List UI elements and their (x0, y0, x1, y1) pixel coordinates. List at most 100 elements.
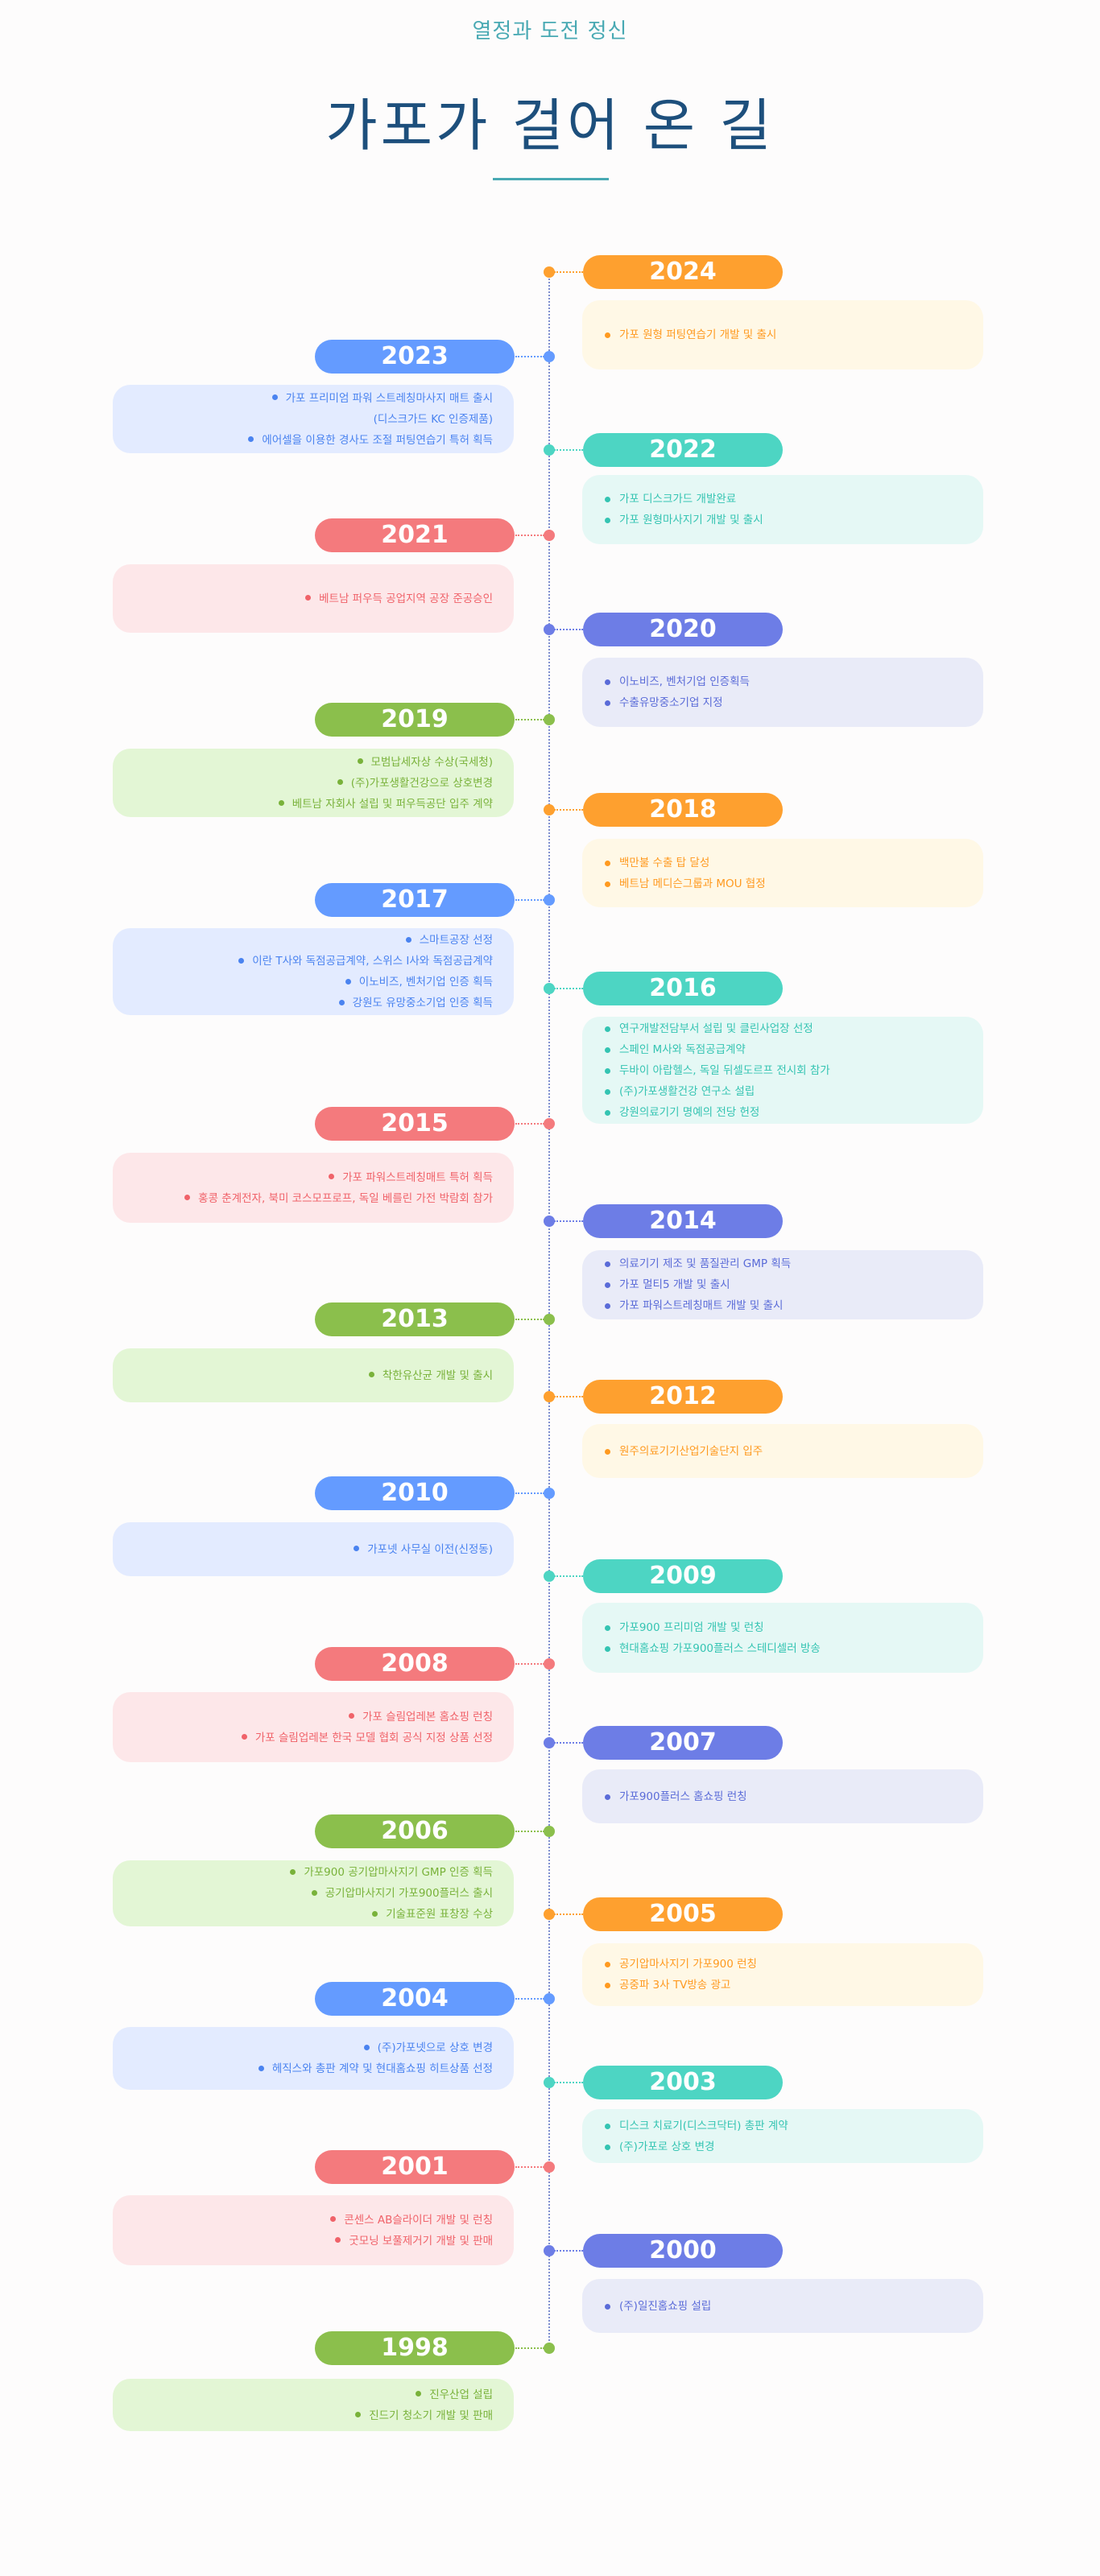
timeline-dot-2004 (544, 1993, 555, 2004)
milestone-item: 가포 원형마사지기 개발 및 출시 (603, 510, 962, 530)
milestone-list: 베트남 퍼우득 공업지역 공장 준공승인 (134, 588, 493, 609)
milestone-card-2022: 가포 디스크가드 개발완료 가포 원형마사지기 개발 및 출시 (582, 475, 983, 544)
timeline-dot-2021 (544, 530, 555, 541)
timeline-connector-2020 (554, 629, 583, 630)
timeline-connector-2010 (515, 1492, 544, 1494)
milestone-list: 가포 프리미엄 파워 스트레칭마사지 매트 출시 (디스크가드 KC 인증제품) 에… (134, 388, 493, 451)
milestone-list: 모범납세자상 수상(국세청) (주)가포생활건강으로 상호변경 베트남 자회사 설립… (134, 752, 493, 815)
milestone-list: 가포900 공기압마사지기 GMP 인증 획득 공기압마사지기 가포900플러스 … (134, 1862, 493, 1925)
timeline-connector-2013 (515, 1319, 544, 1320)
milestone-card-2004: (주)가포넷으로 상호 변경 헤직스와 총판 계약 및 현대홈쇼핑 히트상품 선정 (113, 2027, 514, 2090)
milestone-item: 에어셀을 이용한 경사도 조절 퍼팅연습기 특허 획득 (134, 430, 493, 451)
timeline-connector-2004 (515, 1998, 544, 2000)
milestone-item: 연구개발전담부서 설립 및 클린사업장 선정 (603, 1018, 962, 1039)
milestone-item: 두바이 아랍헬스, 독일 뒤셀도르프 전시회 참가 (603, 1060, 962, 1081)
year-badge-2014: 2014 (583, 1204, 783, 1238)
milestone-item: 진드기 청소기 개발 및 판매 (134, 2405, 493, 2426)
timeline-connector-2001 (515, 2166, 544, 2168)
timeline-connector-2019 (515, 719, 544, 720)
milestone-item: (주)일진홈쇼핑 설립 (603, 2296, 962, 2317)
timeline-connector-2014 (554, 1220, 583, 1222)
timeline-dot-2008 (544, 1658, 555, 1670)
milestone-item: 의료기기 제조 및 품질관리 GMP 획득 (603, 1253, 962, 1274)
year-badge-2008: 2008 (315, 1647, 515, 1681)
milestone-list: 연구개발전담부서 설립 및 클린사업장 선정 스페인 M사와 독점공급계약 두바이 … (603, 1018, 962, 1123)
timeline-connector-1998 (515, 2347, 544, 2349)
timeline-connector-2006 (515, 1831, 544, 1832)
milestone-item: 가포 파워스트레칭매트 특허 획득 (134, 1167, 493, 1188)
milestone-item: 가포900 프리미엄 개발 및 런칭 (603, 1617, 962, 1638)
milestone-item: 가포 디스크가드 개발완료 (603, 489, 962, 510)
milestone-list: (주)일진홈쇼핑 설립 (603, 2296, 962, 2317)
year-badge-2012: 2012 (583, 1380, 783, 1414)
timeline-connector-2012 (554, 1396, 583, 1397)
milestone-item: 가포 원형 퍼팅연습기 개발 및 출시 (603, 324, 962, 345)
year-badge-2005: 2005 (583, 1897, 783, 1931)
milestone-card-2009: 가포900 프리미엄 개발 및 런칭 현대홈쇼핑 가포900플러스 스테디셀러 방… (582, 1603, 983, 1673)
year-badge-2017: 2017 (315, 883, 515, 917)
year-badge-2024: 2024 (583, 255, 783, 289)
milestone-item: 콘센스 AB슬라이더 개발 및 런칭 (134, 2210, 493, 2231)
milestone-item: 베트남 퍼우득 공업지역 공장 준공승인 (134, 588, 493, 609)
milestone-card-2006: 가포900 공기압마사지기 GMP 인증 획득 공기압마사지기 가포900플러스 … (113, 1860, 514, 1926)
title-underline (493, 178, 609, 180)
milestone-list: 착한유산균 개발 및 출시 (134, 1365, 493, 1386)
milestone-item: 이란 T사와 독점공급계약, 스위스 I사와 독점공급계약 (134, 951, 493, 972)
timeline-axis (548, 272, 550, 2354)
milestone-list: 가포900 프리미엄 개발 및 런칭 현대홈쇼핑 가포900플러스 스테디셀러 방… (603, 1617, 962, 1659)
timeline-dot-2012 (544, 1391, 555, 1402)
timeline-dot-2015 (544, 1118, 555, 1129)
milestone-list: 가포 슬림업레본 홈쇼핑 런칭 가포 슬림업레본 한국 모델 협회 공식 지정 상… (134, 1707, 493, 1748)
milestone-item: 착한유산균 개발 및 출시 (134, 1365, 493, 1386)
milestone-item: 수출유망중소기업 지정 (603, 692, 962, 713)
milestone-item: 가포 멀티5 개발 및 출시 (603, 1274, 962, 1295)
timeline-connector-2023 (515, 356, 544, 357)
milestone-card-1998: 진우산업 설립 진드기 청소기 개발 및 판매 (113, 2379, 514, 2431)
timeline-dot-2001 (544, 2161, 555, 2173)
milestone-item: 베트남 메디슨그룹과 MOU 협정 (603, 873, 962, 894)
year-badge-2009: 2009 (583, 1559, 783, 1593)
timeline-connector-2009 (554, 1575, 583, 1577)
milestone-item: 스페인 M사와 독점공급계약 (603, 1039, 962, 1060)
milestone-list: 디스크 치료기(디스크닥터) 총판 계약 (주)가포로 상호 변경 (603, 2116, 962, 2157)
milestone-list: 백만불 수출 탑 달성 베트남 메디슨그룹과 MOU 협정 (603, 852, 962, 894)
year-badge-2006: 2006 (315, 1814, 515, 1848)
milestone-card-2003: 디스크 치료기(디스크닥터) 총판 계약 (주)가포로 상호 변경 (582, 2109, 983, 2163)
milestone-card-2015: 가포 파워스트레칭매트 특허 획득 홍콩 춘계전자, 북미 코스모프로프, 독일 … (113, 1153, 514, 1223)
milestone-card-2001: 콘센스 AB슬라이더 개발 및 런칭 굿모닝 보풀제거기 개발 및 판매 (113, 2195, 514, 2265)
timeline-dot-2013 (544, 1314, 555, 1325)
milestone-item: 굿모닝 보풀제거기 개발 및 판매 (134, 2231, 493, 2252)
milestone-card-2008: 가포 슬림업레본 홈쇼핑 런칭 가포 슬림업레본 한국 모델 협회 공식 지정 상… (113, 1692, 514, 1762)
milestone-list: 가포 원형 퍼팅연습기 개발 및 출시 (603, 324, 962, 345)
timeline-dot-2023 (544, 351, 555, 362)
milestone-card-2018: 백만불 수출 탑 달성 베트남 메디슨그룹과 MOU 협정 (582, 839, 983, 907)
year-badge-2010: 2010 (315, 1476, 515, 1510)
milestone-item: 가포 프리미엄 파워 스트레칭마사지 매트 출시 (디스크가드 KC 인증제품) (134, 388, 493, 430)
milestone-card-2005: 공기압마사지기 가포900 런칭 공중파 3사 TV방송 광고 (582, 1943, 983, 2006)
year-badge-2015: 2015 (315, 1107, 515, 1141)
timeline-dot-2020 (544, 624, 555, 635)
milestone-item: 스마트공장 선정 (134, 930, 493, 951)
milestone-item: 홍콩 춘계전자, 북미 코스모프로프, 독일 베를린 가전 박람회 참가 (134, 1188, 493, 1209)
year-badge-2003: 2003 (583, 2066, 783, 2099)
timeline-dot-2007 (544, 1737, 555, 1748)
milestone-item: 디스크 치료기(디스크닥터) 총판 계약 (603, 2116, 962, 2136)
milestone-item: (주)가포로 상호 변경 (603, 2136, 962, 2157)
milestone-item: 백만불 수출 탑 달성 (603, 852, 962, 873)
milestone-item: 현대홈쇼핑 가포900플러스 스테디셀러 방송 (603, 1638, 962, 1659)
year-badge-2021: 2021 (315, 518, 515, 552)
timeline-dot-2010 (544, 1488, 555, 1499)
milestone-item: 모범납세자상 수상(국세청) (134, 752, 493, 773)
year-badge-2007: 2007 (583, 1726, 783, 1760)
timeline-connector-2018 (554, 809, 583, 811)
timeline-dot-1998 (544, 2343, 555, 2354)
timeline-dot-2005 (544, 1909, 555, 1920)
timeline-connector-2024 (554, 271, 583, 273)
timeline-connector-2015 (515, 1123, 544, 1125)
year-badge-2023: 2023 (315, 340, 515, 374)
timeline-dot-2024 (544, 266, 555, 278)
milestone-list: 스마트공장 선정 이란 T사와 독점공급계약, 스위스 I사와 독점공급계약 이노비… (134, 930, 493, 1013)
milestone-list: 의료기기 제조 및 품질관리 GMP 획득 가포 멀티5 개발 및 출시 가포 파워… (603, 1253, 962, 1316)
milestone-item: 이노비즈, 벤처기업 인증 획득 (134, 972, 493, 993)
page-subtitle: 열정과 도전 정신 (472, 19, 628, 43)
